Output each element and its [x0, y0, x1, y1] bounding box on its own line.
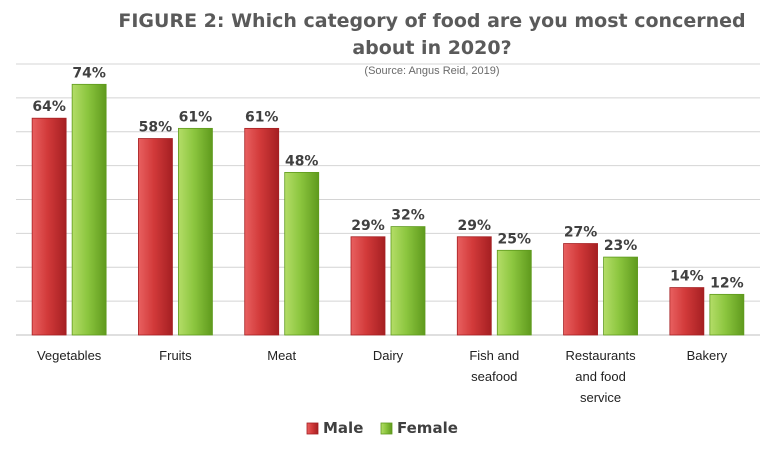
bar-female-1: [178, 127, 213, 336]
legend: Male Female: [306, 419, 458, 437]
data-label-male-3: 29%: [351, 218, 385, 234]
category-label-6: Bakery: [687, 348, 728, 363]
data-label-female-6: 12%: [710, 275, 744, 291]
data-label-male-4: 29%: [458, 218, 492, 234]
data-label-male-6: 14%: [670, 269, 704, 285]
legend-label-male: Male: [323, 419, 363, 437]
bar-male-0: [31, 117, 67, 336]
bars: [31, 83, 745, 336]
category-tick-labels: Vegetables Fruits Meat Dairy Fish and seafood…: [37, 348, 728, 405]
legend-item-female: Female: [380, 419, 458, 437]
bar-male-1: [138, 138, 173, 336]
legend-swatch-female: [380, 422, 393, 435]
data-label-female-4: 25%: [498, 231, 532, 247]
bar-male-6: [669, 287, 705, 336]
bar-female-6: [709, 293, 745, 336]
data-label-female-1: 61%: [179, 109, 213, 125]
category-label-5-line-1: and food: [575, 369, 626, 384]
bar-male-5: [563, 243, 598, 336]
data-label-male-0: 64%: [32, 99, 66, 115]
category-label-5-line-2: service: [580, 390, 621, 405]
category-label-4-line-0: Fish and: [469, 348, 519, 363]
data-label-female-3: 32%: [391, 208, 425, 224]
category-label-5-line-0: Restaurants: [566, 348, 637, 363]
bar-male-2: [244, 127, 280, 336]
bar-female-2: [284, 171, 320, 336]
category-label-2: Meat: [267, 348, 296, 363]
chart-title-line-1: FIGURE 2: Which category of food are you…: [118, 10, 745, 32]
category-label-0: Vegetables: [37, 348, 102, 363]
data-label-male-2: 61%: [245, 109, 279, 125]
bar-male-3: [350, 236, 386, 336]
category-label-3: Dairy: [373, 348, 404, 363]
chart-subtitle: (Source: Angus Reid, 2019): [364, 65, 499, 77]
data-label-female-2: 48%: [285, 153, 319, 169]
gridlines: [16, 63, 760, 336]
bar-male-4: [456, 236, 492, 336]
data-label-male-1: 58%: [139, 120, 173, 136]
bar-female-5: [603, 256, 638, 336]
bar-female-3: [390, 226, 426, 336]
category-label-1: Fruits: [159, 348, 192, 363]
legend-label-female: Female: [397, 419, 458, 437]
data-label-female-5: 23%: [604, 238, 638, 254]
data-label-female-0: 74%: [72, 65, 106, 81]
bar-female-4: [496, 249, 532, 336]
chart-title-line-2: about in 2020?: [352, 37, 511, 59]
legend-swatch-male: [306, 422, 319, 435]
bar-female-0: [71, 83, 107, 336]
data-label-male-5: 27%: [564, 225, 598, 241]
category-label-4-line-1: seafood: [471, 369, 517, 384]
legend-item-male: Male: [306, 419, 363, 437]
data-labels: 64% 74% 58% 61% 61% 48% 29% 32% 29% 25% 27% 23% 14% 1…: [32, 65, 743, 291]
